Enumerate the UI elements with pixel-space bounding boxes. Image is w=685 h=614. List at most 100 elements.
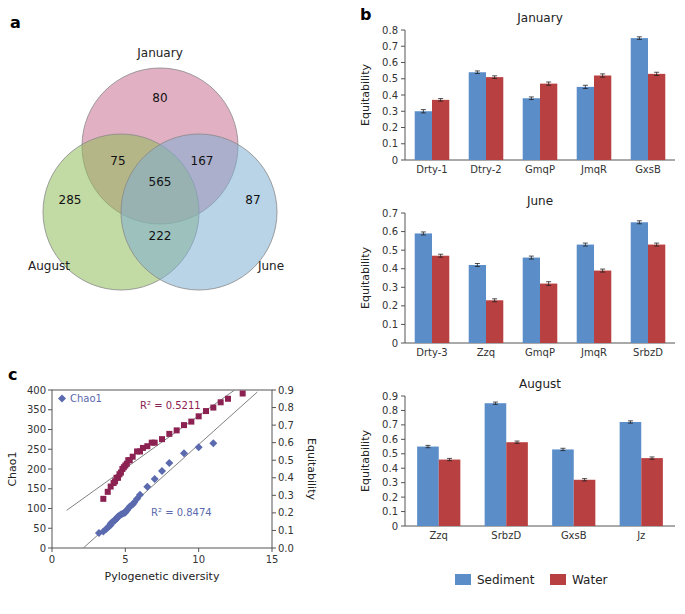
y-tick-label: 400 xyxy=(27,385,46,396)
point xyxy=(152,440,158,446)
error-line xyxy=(548,82,549,85)
y-tick xyxy=(401,287,405,288)
y-tick xyxy=(401,396,405,397)
bar xyxy=(540,84,557,160)
y2-tick xyxy=(272,477,276,478)
point xyxy=(225,396,231,402)
y-tick-label: 0 xyxy=(40,543,46,554)
y2-tick-label: 0.1 xyxy=(278,525,294,536)
bar xyxy=(631,222,648,343)
error-cap xyxy=(421,109,426,110)
y-tick-label: 0.4 xyxy=(382,263,398,274)
bar xyxy=(648,74,665,160)
y-tick xyxy=(401,62,405,63)
y-tick xyxy=(401,127,405,128)
y-tick-label: 0.3 xyxy=(382,282,398,293)
error-line xyxy=(548,282,549,286)
error-cap xyxy=(493,402,498,403)
error-cap xyxy=(421,234,426,235)
y-tick xyxy=(48,508,52,509)
y-tick xyxy=(48,449,52,450)
bar xyxy=(485,403,507,526)
y-tick xyxy=(401,511,405,512)
bar xyxy=(577,245,594,343)
y-tick xyxy=(48,409,52,410)
bar xyxy=(577,87,594,160)
error-cap xyxy=(654,246,659,247)
point xyxy=(130,454,136,460)
bars xyxy=(417,402,663,526)
region-count: 87 xyxy=(245,193,260,207)
chart-title: June xyxy=(526,194,553,208)
error-cap xyxy=(492,298,497,299)
x-tick-label: GxsB xyxy=(561,530,587,541)
x-tick-label: JmqR xyxy=(580,164,607,175)
bar xyxy=(594,76,611,161)
y-tick xyxy=(401,424,405,425)
point xyxy=(159,436,165,442)
trend-line xyxy=(67,390,235,510)
bars xyxy=(415,37,666,160)
y-tick-label: 50 xyxy=(33,523,46,534)
error-bar xyxy=(438,254,443,257)
error-cap xyxy=(654,75,659,76)
y-tick xyxy=(48,469,52,470)
bar xyxy=(631,38,648,160)
y2-tick xyxy=(272,530,276,531)
error-cap xyxy=(600,272,605,273)
y-tick-label: 150 xyxy=(27,483,46,494)
point xyxy=(136,491,144,499)
y-tick xyxy=(401,324,405,325)
chart-title: January xyxy=(516,11,563,25)
error-cap xyxy=(438,98,443,99)
point xyxy=(203,408,209,414)
set-label: January xyxy=(136,46,183,60)
y-tick xyxy=(401,250,405,251)
y-axis xyxy=(405,396,406,526)
bar xyxy=(552,449,574,526)
error-cap xyxy=(515,443,520,444)
error-bar xyxy=(654,72,659,75)
error-cap xyxy=(583,246,588,247)
y-tick xyxy=(401,160,405,161)
error-line xyxy=(602,74,603,77)
y2-tick-label: 0.6 xyxy=(278,437,294,448)
panel-label: a xyxy=(10,13,21,32)
y2-tick-label: 0.0 xyxy=(278,543,294,554)
error-cap xyxy=(637,39,642,40)
set-label: August xyxy=(28,259,70,273)
y-tick-label: 0.1 xyxy=(382,138,398,149)
venn-set xyxy=(121,134,277,290)
y-tick xyxy=(401,213,405,214)
bar xyxy=(415,111,432,160)
bar xyxy=(469,72,486,160)
y-tick xyxy=(401,46,405,47)
error-cap xyxy=(582,480,587,481)
error-cap xyxy=(628,423,633,424)
y-tick xyxy=(401,343,405,344)
bar xyxy=(540,284,557,343)
y-tick-label: 0.2 xyxy=(382,122,398,133)
y-tick xyxy=(48,390,52,391)
error-cap xyxy=(421,231,426,232)
panel-label: c xyxy=(8,365,17,384)
legend-marker xyxy=(58,395,66,403)
x-tick-label: Drty-1 xyxy=(416,164,447,175)
error-bar xyxy=(492,299,497,302)
y-tick xyxy=(401,453,405,454)
error-cap xyxy=(600,73,605,74)
y2-tick xyxy=(272,548,276,549)
error-cap xyxy=(637,36,642,37)
error-cap xyxy=(475,70,480,71)
error-cap xyxy=(650,459,655,460)
y-tick xyxy=(48,528,52,529)
error-bar xyxy=(492,76,497,79)
y-tick xyxy=(401,482,405,483)
error-bar xyxy=(654,243,659,246)
y-tick-label: 0.5 xyxy=(382,245,398,256)
error-cap xyxy=(421,112,426,113)
y-axis-label: Equitability xyxy=(359,64,372,126)
y-tick-label: 0.1 xyxy=(382,319,398,330)
error-cap xyxy=(492,75,497,76)
error-cap xyxy=(475,263,480,264)
